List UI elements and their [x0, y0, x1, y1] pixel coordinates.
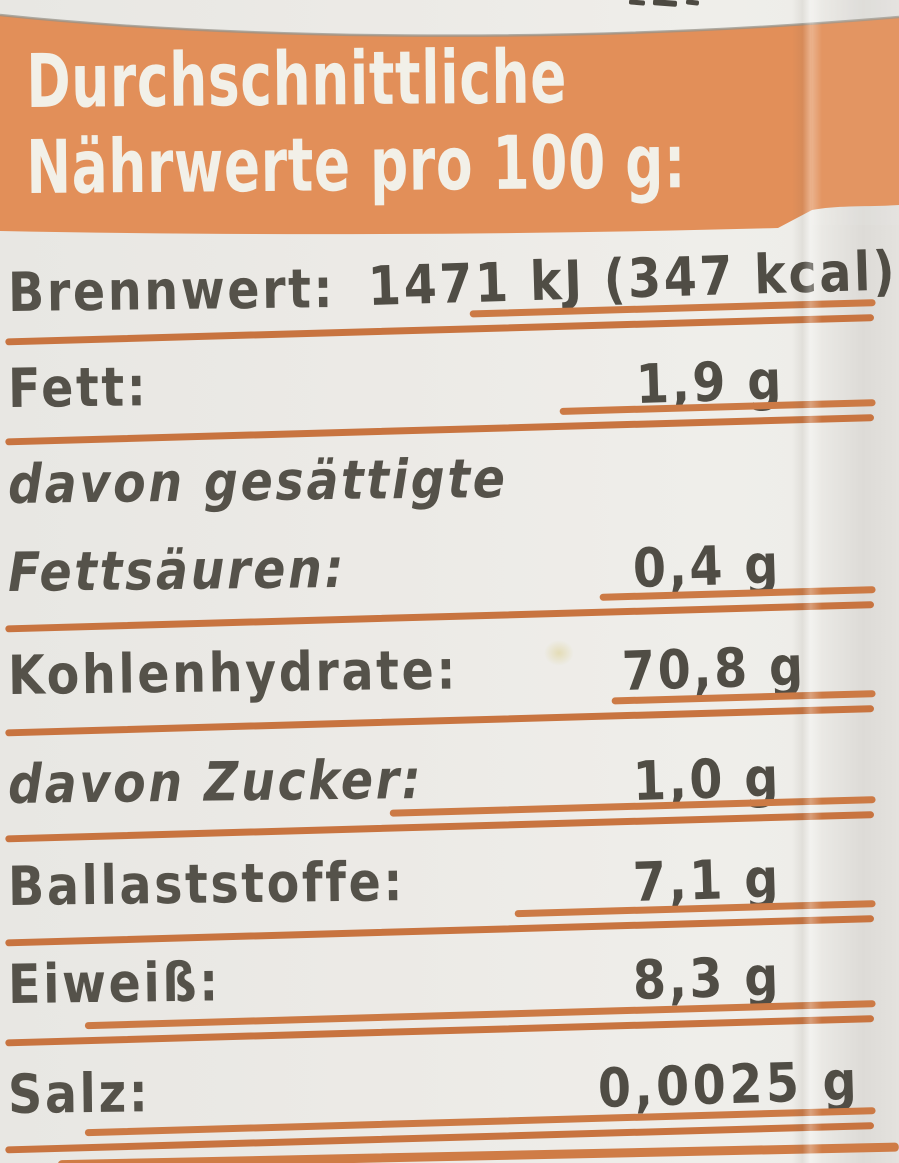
header-title-line2: Nährwerte pro 100 g:	[25, 119, 687, 211]
nutrient-value-eiweiss: 8,3 g	[632, 944, 782, 1012]
divider-line-lower	[5, 414, 875, 446]
nutrient-label-zucker: davon Zucker:	[7, 747, 424, 816]
divider-line-lower	[5, 314, 875, 346]
nutrient-label-salz: Salz:	[7, 1061, 151, 1126]
header-title-line1: Durchschnittliche	[25, 34, 568, 125]
nutrition-header: Durchschnittliche Nährwerte pro 100 g:	[0, 0, 899, 242]
divider-line-lower	[5, 705, 875, 737]
header-band-shape	[0, 13, 899, 235]
nutrient-label-eiweiss: Eiweiß:	[7, 950, 222, 1016]
paper-stain	[544, 640, 574, 666]
nutrient-label-gesaettigte-line1: davon gesättigte	[7, 446, 508, 516]
divider-line-lower	[5, 601, 875, 633]
divider-line-lower	[5, 811, 875, 843]
divider-line-lower	[5, 915, 875, 947]
nutrient-label-ballaststoffe: Ballaststoffe:	[7, 850, 406, 918]
nutrient-label-brennwert: Brennwert:	[7, 257, 336, 324]
nutrient-label-kohlenhydrate: Kohlenhydrate:	[7, 638, 459, 707]
nutrient-label-gesaettigte-line2: Fettsäuren:	[7, 536, 347, 604]
nutrient-label-fett: Fett:	[7, 355, 149, 420]
